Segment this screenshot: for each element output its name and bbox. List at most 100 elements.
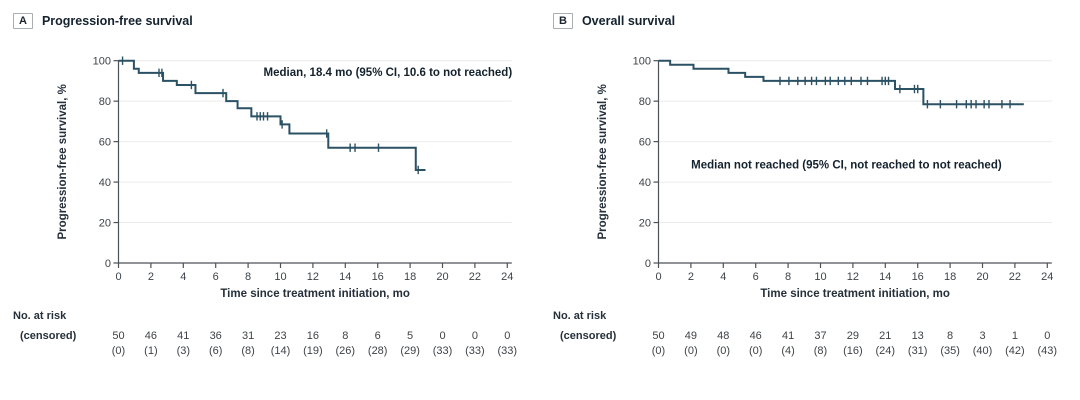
- censored-value: (0): [684, 345, 697, 357]
- censored-value: (4): [781, 345, 794, 357]
- risk-table-label: No. at risk: [13, 310, 67, 322]
- x-tick-label: 10: [274, 271, 286, 283]
- panel-progression-free-survival: A Progression-free survival 0 20 40 60 80 100…: [13, 13, 518, 358]
- censored-value: (40): [973, 345, 993, 357]
- at-risk-value: 31: [242, 330, 254, 342]
- x-tick-label: 14: [879, 271, 891, 283]
- km-curve: [118, 59, 426, 171]
- y-tick-label: 60: [99, 136, 111, 148]
- x-tick-label: 16: [372, 271, 384, 283]
- x-axis-title: Time since treatment initiation, mo: [760, 288, 950, 300]
- censored-value: (31): [908, 345, 928, 357]
- censored-value: (19): [303, 345, 323, 357]
- km-curve: [658, 59, 1024, 106]
- y-tick-label: 0: [645, 258, 651, 270]
- at-risk-value: 37: [814, 330, 826, 342]
- at-risk-value: 0: [472, 330, 478, 342]
- censored-value: (35): [940, 345, 960, 357]
- at-risk-value: 41: [177, 330, 189, 342]
- censored-value: (6): [209, 345, 222, 357]
- censored-value: (33): [498, 345, 518, 357]
- censored-value: (3): [177, 345, 190, 357]
- x-tick-label: 18: [404, 271, 416, 283]
- at-risk-value: 48: [717, 330, 729, 342]
- x-tick-label: 10: [814, 271, 826, 283]
- y-tick-label: 100: [93, 56, 111, 68]
- censored-value: (33): [465, 345, 485, 357]
- censored-value: (33): [433, 345, 453, 357]
- at-risk-value: 50: [112, 330, 124, 342]
- x-tick-label: 4: [720, 271, 726, 283]
- x-tick-label: 20: [976, 271, 988, 283]
- censored-value: (29): [400, 345, 420, 357]
- censored-value: (24): [876, 345, 896, 357]
- x-tick-label: 24: [1041, 271, 1053, 283]
- y-tick-label: 40: [99, 177, 111, 189]
- x-tick-label: 2: [148, 271, 154, 283]
- censored-value: (8): [814, 345, 827, 357]
- y-tick-label: 40: [639, 177, 651, 189]
- x-tick-label: 0: [655, 271, 661, 283]
- panel-a-title: Progression-free survival: [41, 14, 193, 28]
- panel-b-header: B Overall survival: [553, 13, 675, 29]
- panel-b-letter-box: B: [553, 13, 573, 29]
- y-tick-label: 80: [99, 96, 111, 108]
- y-tick-label: 20: [99, 217, 111, 229]
- at-risk-value: 8: [342, 330, 348, 342]
- y-tick-label: 80: [639, 96, 651, 108]
- x-tick-label: 14: [339, 271, 351, 283]
- x-tick-label: 6: [213, 271, 219, 283]
- y-axis-title: Progression-free survival, %: [57, 84, 69, 239]
- y-tick-label: 60: [639, 136, 651, 148]
- censored-value: (14): [271, 345, 291, 357]
- at-risk-value: 13: [912, 330, 924, 342]
- censored-value: (16): [843, 345, 863, 357]
- at-risk-value: 0: [504, 330, 510, 342]
- x-tick-label: 18: [944, 271, 956, 283]
- at-risk-value: 36: [210, 330, 222, 342]
- y-tick-label: 20: [639, 217, 651, 229]
- median-annotation: Median, 18.4 mo (95% CI, 10.6 to not rea…: [264, 67, 513, 79]
- at-risk-value: 1: [1012, 330, 1018, 342]
- at-risk-value: 29: [847, 330, 859, 342]
- censored-label: (censored): [20, 330, 77, 342]
- censored-value: (8): [241, 345, 254, 357]
- at-risk-value: 16: [307, 330, 319, 342]
- at-risk-value: 23: [274, 330, 286, 342]
- censored-value: (0): [112, 345, 125, 357]
- x-tick-label: 12: [847, 271, 859, 283]
- x-tick-label: 24: [501, 271, 513, 283]
- median-annotation: Median not reached (95% CI, not reached …: [691, 159, 1002, 171]
- x-tick-label: 4: [180, 271, 186, 283]
- censored-value: (0): [749, 345, 762, 357]
- y-axis-title: Progression-free survival, %: [597, 84, 609, 239]
- x-tick-label: 8: [245, 271, 251, 283]
- x-tick-label: 0: [115, 271, 121, 283]
- x-tick-label: 2: [688, 271, 694, 283]
- x-tick-label: 6: [753, 271, 759, 283]
- at-risk-value: 0: [439, 330, 445, 342]
- x-tick-label: 16: [912, 271, 924, 283]
- y-tick-label: 0: [105, 258, 111, 270]
- x-tick-label: 8: [785, 271, 791, 283]
- at-risk-value: 41: [782, 330, 794, 342]
- at-risk-value: 46: [750, 330, 762, 342]
- y-tick-label: 100: [633, 56, 651, 68]
- censored-label: (censored): [560, 330, 617, 342]
- at-risk-value: 49: [685, 330, 697, 342]
- censored-value: (26): [336, 345, 356, 357]
- panel-overall-survival: B Overall survival 0 20 40 60 80 100 0 2 4 6 8 10 12…: [540, 0, 1080, 400]
- at-risk-value: 21: [879, 330, 891, 342]
- at-risk-value: 5: [407, 330, 413, 342]
- censored-value: (0): [717, 345, 730, 357]
- at-risk-value: 50: [652, 330, 664, 342]
- censored-value: (42): [1005, 345, 1025, 357]
- panel-a-letter-box: A: [13, 13, 33, 29]
- panel-a-header: A Progression-free survival: [13, 13, 193, 29]
- censored-value: (0): [652, 345, 665, 357]
- x-axis-title: Time since treatment initiation, mo: [220, 288, 410, 300]
- panel-b-title: Overall survival: [581, 14, 676, 28]
- censored-value: (28): [368, 345, 388, 357]
